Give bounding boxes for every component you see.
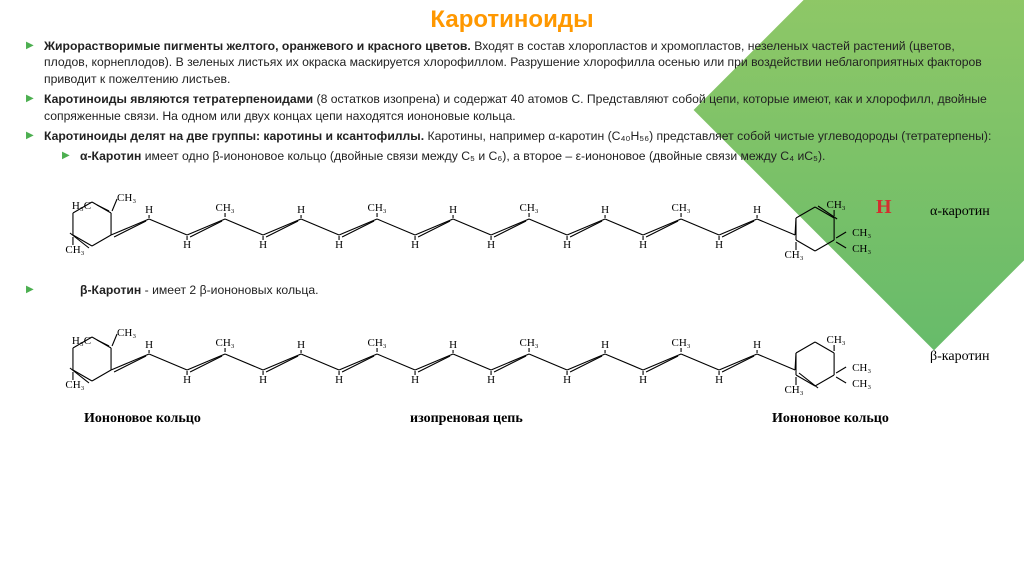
- sub-bullet-1: α-Каротин имеет одно β-иононовое кольцо …: [44, 148, 1002, 164]
- page-title: Каротиноиды: [22, 6, 1002, 34]
- svg-text:H: H: [297, 339, 305, 351]
- beta-label: β-каротин: [930, 349, 990, 365]
- bullet-1: Жирорастворимые пигменты желтого, оранже…: [22, 38, 1002, 87]
- ring1-label: Иононовое кольцо: [84, 411, 201, 427]
- svg-text:H: H: [145, 339, 153, 351]
- svg-text:CH₃: CH₃: [117, 192, 136, 204]
- svg-text:H: H: [145, 204, 153, 216]
- svg-text:CH₃: CH₃: [671, 202, 690, 214]
- svg-text:CH₃: CH₃: [367, 202, 386, 214]
- svg-text:H: H: [601, 204, 609, 216]
- svg-text:CH₃: CH₃: [784, 384, 803, 396]
- svg-text:H: H: [601, 339, 609, 351]
- bullet-list-2: β-Каротин - имеет 2 β-иононовых кольца.: [22, 282, 1002, 298]
- svg-text:CH₃: CH₃: [65, 244, 84, 256]
- svg-text:H: H: [487, 374, 495, 386]
- svg-text:H: H: [639, 239, 647, 251]
- bullet-2-bold: Каротиноиды являются тетратерпеноидами: [44, 92, 313, 106]
- alpha-label: α-каротин: [930, 204, 990, 220]
- svg-text:H: H: [753, 204, 761, 216]
- svg-text:CH₃: CH₃: [784, 249, 803, 261]
- svg-text:CH₃: CH₃: [519, 202, 538, 214]
- beta-carotene-structure: H₃C CH₃ CH₃ H H CH₃ H H H CH₃ H H H CH₃ H H H CH₃ H H CH₃ CH₃…: [22, 303, 1002, 431]
- svg-text:H₃C: H₃C: [72, 200, 91, 212]
- svg-text:CH₃: CH₃: [852, 378, 871, 390]
- svg-text:H: H: [563, 239, 571, 251]
- svg-text:CH₃: CH₃: [117, 327, 136, 339]
- svg-text:CH₃: CH₃: [215, 337, 234, 349]
- svg-text:CH₃: CH₃: [65, 379, 84, 391]
- svg-text:H: H: [753, 339, 761, 351]
- svg-text:H: H: [449, 204, 457, 216]
- svg-text:H: H: [259, 374, 267, 386]
- svg-text:H: H: [715, 374, 723, 386]
- slide-content: Каротиноиды Жирорастворимые пигменты жел…: [0, 0, 1024, 437]
- svg-text:H₃C: H₃C: [72, 335, 91, 347]
- svg-text:CH₃: CH₃: [827, 199, 846, 211]
- svg-text:H: H: [335, 239, 343, 251]
- svg-text:H: H: [563, 374, 571, 386]
- svg-text:H: H: [449, 339, 457, 351]
- chain-label: изопреновая цепь: [410, 411, 523, 427]
- sub-1-bold: α-Каротин: [80, 149, 141, 163]
- alpha-carotene-svg: H₃C CH₃ CH₃ H H CH₃ H H H CH₃ H H H CH₃ H H H CH₃ H H CH₃ CH₃…: [22, 168, 1002, 280]
- sub-bullet-2-wrap: β-Каротин - имеет 2 β-иононовых кольца.: [22, 282, 1002, 298]
- bullet-3-text: Каротины, например α-каротин (C₄₀H₅₆) пр…: [424, 129, 991, 143]
- svg-text:H: H: [183, 239, 191, 251]
- svg-text:H: H: [411, 374, 419, 386]
- bullet-list: Жирорастворимые пигменты желтого, оранже…: [22, 38, 1002, 164]
- svg-text:CH₃: CH₃: [519, 337, 538, 349]
- ring2-label: Иононовое кольцо: [772, 411, 889, 427]
- svg-text:CH₃: CH₃: [852, 362, 871, 374]
- svg-text:H: H: [297, 204, 305, 216]
- sub-2-text: - имеет 2 β-иононовых кольца.: [141, 283, 318, 297]
- svg-text:H: H: [715, 239, 723, 251]
- svg-text:CH₃: CH₃: [852, 243, 871, 255]
- svg-text:CH₃: CH₃: [671, 337, 690, 349]
- svg-text:H: H: [335, 374, 343, 386]
- beta-carotene-svg: H₃C CH₃ CH₃ H H CH₃ H H H CH₃ H H H CH₃ H H H CH₃ H H CH₃ CH₃…: [22, 303, 1002, 415]
- alpha-H-highlight: H: [876, 196, 892, 219]
- svg-text:CH₃: CH₃: [215, 202, 234, 214]
- alpha-carotene-structure: H₃C CH₃ CH₃ H H CH₃ H H H CH₃ H H H CH₃ H H H CH₃ H H CH₃ CH₃…: [22, 168, 1002, 280]
- bullet-3-bold: Каротиноиды делят на две группы: каротин…: [44, 129, 424, 143]
- svg-text:H: H: [259, 239, 267, 251]
- bullet-1-bold: Жирорастворимые пигменты желтого, оранже…: [44, 39, 471, 53]
- svg-text:H: H: [183, 374, 191, 386]
- bullet-3: Каротиноиды делят на две группы: каротин…: [22, 128, 1002, 164]
- sub-2-bold: β-Каротин: [80, 283, 141, 297]
- svg-text:H: H: [411, 239, 419, 251]
- svg-text:CH₃: CH₃: [367, 337, 386, 349]
- svg-text:H: H: [487, 239, 495, 251]
- sub-bullet-list: α-Каротин имеет одно β-иононовое кольцо …: [44, 148, 1002, 164]
- sub-1-text: имеет одно β-иононовое кольцо (двойные с…: [141, 149, 825, 163]
- svg-text:CH₃: CH₃: [852, 227, 871, 239]
- bullet-2: Каротиноиды являются тетратерпеноидами (…: [22, 91, 1002, 124]
- svg-text:H: H: [639, 374, 647, 386]
- svg-text:CH₃: CH₃: [827, 334, 846, 346]
